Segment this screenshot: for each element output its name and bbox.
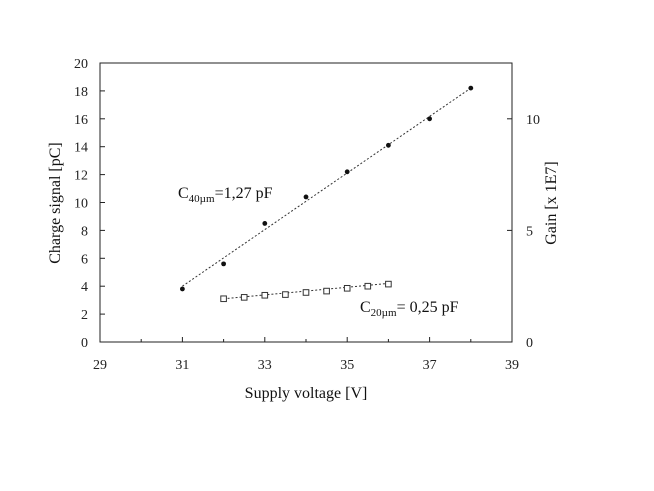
y-axis-title: Charge signal [pC]	[47, 142, 64, 263]
y2-axis-title: Gain [x 1E7]	[543, 161, 560, 245]
trendline-series-1	[223, 282, 389, 300]
x-tick-label: 29	[93, 358, 107, 373]
data-point	[262, 221, 268, 226]
data-point	[180, 286, 185, 292]
y2-axis-ticks: 0 5 10	[507, 113, 540, 351]
y-tick-label: 6	[81, 252, 88, 267]
y-axis-ticks: 0 2 4 6 8 10 12 14 16 18 20	[74, 57, 105, 351]
x-axis-ticks: 29 31 33 35 37 39	[93, 337, 519, 373]
y-tick-label: 14	[74, 141, 88, 156]
y-tick-label: 8	[81, 224, 88, 239]
annotation-c40-main: C	[178, 185, 189, 202]
annotation-c40-rest: =1,27 pF	[215, 185, 273, 202]
y2-tick-label: 10	[526, 113, 540, 128]
y-tick-label: 12	[74, 169, 88, 184]
annotation-c40-sub: 40µm	[189, 193, 215, 205]
data-point	[385, 280, 392, 288]
data-point	[303, 194, 309, 200]
series-layer	[180, 85, 474, 303]
y-tick-label: 20	[74, 57, 88, 72]
data-point	[302, 289, 310, 296]
data-point	[323, 287, 330, 295]
data-point	[364, 282, 372, 290]
annotation-c20-main: C	[360, 299, 371, 316]
data-point	[427, 116, 432, 122]
y-tick-label: 18	[74, 85, 88, 100]
data-point	[240, 294, 248, 301]
y-tick-label: 10	[74, 197, 88, 212]
data-point	[468, 85, 474, 91]
x-tick-label: 39	[505, 358, 519, 373]
x-tick-label: 33	[258, 358, 272, 373]
data-point	[386, 142, 391, 148]
y2-tick-label: 5	[526, 224, 533, 239]
data-point	[344, 169, 350, 175]
data-point	[261, 291, 269, 299]
y2-tick-label: 0	[526, 336, 533, 351]
y-tick-label: 16	[74, 113, 88, 128]
annotation-c20-rest: = 0,25 pF	[397, 299, 459, 316]
y-tick-label: 0	[81, 336, 88, 351]
annotation-c20: C20µm= 0,25 pF	[360, 299, 459, 319]
x-tick-label: 31	[175, 358, 189, 373]
data-point	[282, 291, 289, 298]
annotation-c20-sub: 20µm	[371, 307, 397, 319]
x-axis-title: Supply voltage [V]	[245, 385, 368, 402]
data-point	[220, 295, 227, 303]
y-tick-label: 2	[81, 308, 88, 323]
annotation-c40: C40µm=1,27 pF	[178, 185, 273, 205]
x-tick-label: 35	[340, 358, 354, 373]
data-point	[343, 284, 351, 292]
x-tick-label: 37	[423, 358, 437, 373]
y-tick-label: 4	[81, 280, 88, 295]
data-point	[221, 261, 227, 267]
